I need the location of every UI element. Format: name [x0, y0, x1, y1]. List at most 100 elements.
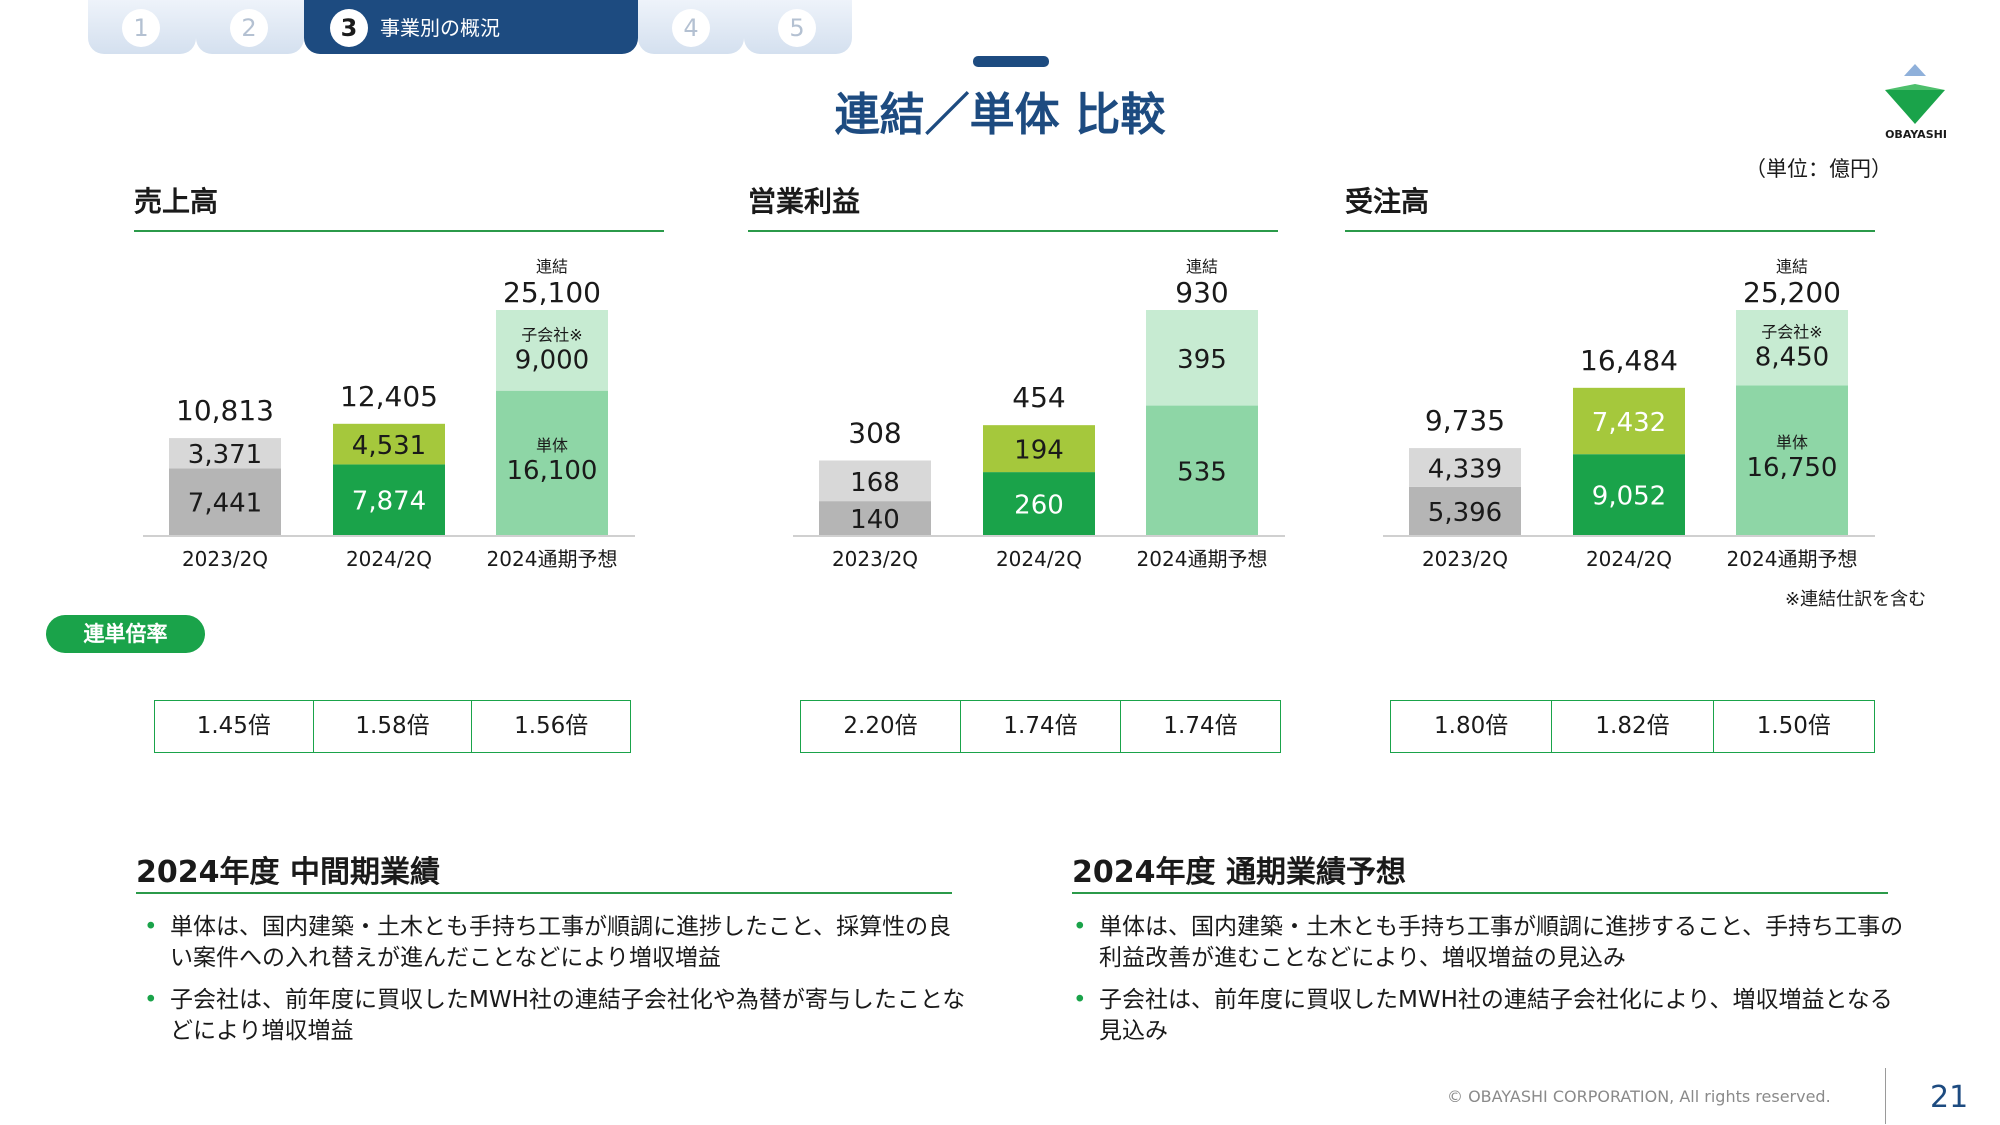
ratio-cell: 1.56倍: [471, 701, 630, 752]
footnote: ※連結仕訳を含む: [1785, 589, 1927, 610]
category-label: 2024通期予想: [487, 547, 618, 571]
total-series-label: 連結: [1776, 257, 1808, 276]
bar-subsidiary: [169, 438, 281, 469]
tab-1[interactable]: 1: [88, 0, 196, 54]
ratio-badge: 連単倍率: [46, 615, 205, 653]
total-series-label: 連結: [536, 257, 568, 276]
total-label: 12,405: [340, 380, 438, 413]
bar-subsidiary: [1146, 310, 1258, 406]
ratio-table-sales: 1.45倍 1.58倍 1.56倍: [154, 700, 631, 753]
bar-standalone: [496, 390, 608, 535]
tab-4[interactable]: 4: [638, 0, 744, 54]
unit-label: （単位：億円）: [1745, 157, 1892, 181]
interim-results-list: • 単体は、国内建築・土木とも手持ち工事が順調に進捗したこと、採算性の良い案件への…: [136, 912, 966, 1058]
category-label: 2024/2Q: [346, 547, 432, 571]
bar-standalone: [333, 464, 445, 535]
list-item: • 単体は、国内建築・土木とも手持ち工事が順調に進捗すること、手持ち工事の利益改善…: [1065, 912, 1905, 974]
tab-label: 事業別の概況: [380, 16, 500, 40]
tab-number: 1: [122, 9, 160, 47]
bullet-text: 単体は、国内建築・土木とも手持ち工事が順調に進捗すること、手持ち工事の利益改善が…: [1099, 914, 1904, 971]
title-accent-bar: [973, 56, 1049, 67]
list-item: • 子会社は、前年度に買収したMWH社の連結子会社化により、増収増益となる見込み: [1065, 985, 1905, 1047]
list-item: • 子会社は、前年度に買収したMWH社の連結子会社化や為替が寄与したことなどにより…: [136, 985, 966, 1047]
data-label: 9,000: [515, 345, 589, 375]
chart-plot: 140 168 308 2023/2Q 260 194 454 2024/2Q 535 395 連結…: [793, 257, 1285, 571]
bar-standalone: [1736, 385, 1848, 535]
ratio-cell: 1.74倍: [1120, 701, 1280, 752]
data-label: 7,432: [1592, 408, 1666, 438]
obayashi-logo-icon: [1885, 64, 1945, 124]
bar-subsidiary: [983, 425, 1095, 473]
category-label: 2024/2Q: [1586, 547, 1672, 571]
data-label: 4,339: [1428, 454, 1502, 484]
bar-standalone: [819, 501, 931, 535]
data-label: 9,052: [1592, 482, 1666, 512]
total-label: 9,735: [1425, 404, 1505, 437]
ratio-cell: 2.20倍: [843, 713, 918, 739]
ratio-cell: 1.82倍: [1551, 701, 1712, 752]
tab-number: 3: [330, 9, 368, 47]
copyright: © OBAYASHI CORPORATION, All rights reser…: [1447, 1087, 1831, 1106]
tab-2[interactable]: 2: [196, 0, 304, 54]
total-label: 308: [848, 416, 901, 449]
bar-standalone: [1146, 405, 1258, 535]
logo-text: OBAYASHI: [1885, 128, 1947, 141]
chart-title-orders: 受注高: [1345, 185, 1430, 218]
category-label: 2023/2Q: [832, 547, 918, 571]
data-label: 4,531: [352, 431, 426, 461]
bar-subsidiary: [1409, 448, 1521, 487]
bar-series-label: 子会社※: [521, 325, 582, 344]
chart-orders: 5,396 4,339 9,735 2023/2Q 9,052 7,432 16,484 20…: [1383, 240, 1875, 571]
tab-number: 4: [672, 9, 710, 47]
total-series-label: 連結: [1186, 257, 1218, 276]
data-label: 168: [850, 468, 900, 498]
bar-series-label: 単体: [1776, 433, 1808, 452]
data-label: 3,371: [188, 440, 262, 470]
tab-3[interactable]: 3 事業別の概況: [304, 0, 638, 54]
chart-operating-income: 140 168 308 2023/2Q 260 194 454 2024/2Q 535 395 連結…: [793, 240, 1285, 571]
bar-subsidiary: [1736, 310, 1848, 386]
chart-plot: 7,441 3,371 10,813 2023/2Q 7,874 4,531 12,405 2…: [143, 257, 635, 571]
data-label: 7,874: [352, 487, 426, 517]
ratio-cell: 1.74倍: [960, 701, 1120, 752]
section-underline: [748, 230, 1278, 232]
ratio-cell: 1.50倍: [1712, 701, 1874, 752]
chart-orders-svg: 5,396 4,339 9,735 2023/2Q 9,052 7,432 16,484 20…: [1383, 257, 1875, 571]
list-item: • 単体は、国内建築・土木とも手持ち工事が順調に進捗したこと、採算性の良い案件への…: [136, 912, 966, 974]
data-label: 260: [1014, 491, 1064, 521]
category-label: 2024通期予想: [1137, 547, 1268, 571]
data-label: 7,441: [188, 489, 262, 519]
page-number: 21: [1930, 1080, 1969, 1115]
bar-series-label: 単体: [536, 436, 568, 455]
bullet-icon: •: [1073, 914, 1087, 940]
ratio-cell: 1.58倍: [312, 701, 472, 752]
total-label: 10,813: [176, 394, 274, 427]
bar-standalone: [983, 472, 1095, 535]
page-title: 連結／単体 比較: [834, 88, 1166, 141]
data-label: 16,100: [507, 456, 598, 486]
data-label: 140: [850, 505, 900, 535]
chart-title-sales: 売上高: [134, 185, 219, 218]
chart-operating-income-svg: 140 168 308 2023/2Q 260 194 454 2024/2Q 535 395 連結…: [793, 257, 1285, 571]
bar-standalone: [1573, 454, 1685, 535]
tab-number: 2: [230, 9, 268, 47]
total-label: 25,200: [1743, 276, 1841, 309]
section-underline: [136, 892, 952, 894]
section-underline: [1345, 230, 1875, 232]
chart-sales-svg: 7,441 3,371 10,813 2023/2Q 7,874 4,531 12,405 2…: [143, 257, 635, 571]
tab-number: 5: [778, 9, 816, 47]
bar-subsidiary: [496, 310, 608, 391]
bar-series-label: 子会社※: [1761, 323, 1822, 342]
bullet-text: 単体は、国内建築・土木とも手持ち工事が順調に進捗したこと、採算性の良い案件への入…: [170, 914, 952, 971]
interim-results-title: 2024年度 中間期業績: [136, 855, 440, 890]
ratio-table-orders: 1.80倍 1.82倍 1.50倍: [1390, 700, 1875, 753]
section-underline: [134, 230, 664, 232]
forecast-list: • 単体は、国内建築・土木とも手持ち工事が順調に進捗すること、手持ち工事の利益改善…: [1065, 912, 1905, 1058]
tab-5[interactable]: 5: [744, 0, 852, 54]
bullet-icon: •: [1073, 987, 1087, 1013]
ratio-table-operating-income: 2.20倍 1.74倍 1.74倍: [800, 700, 1281, 753]
bar-subsidiary: [333, 423, 445, 465]
section-underline: [1072, 892, 1888, 894]
footer-divider: [1885, 1068, 1886, 1124]
chart-sales: 7,441 3,371 10,813 2023/2Q 7,874 4,531 12,405 2…: [143, 240, 635, 571]
